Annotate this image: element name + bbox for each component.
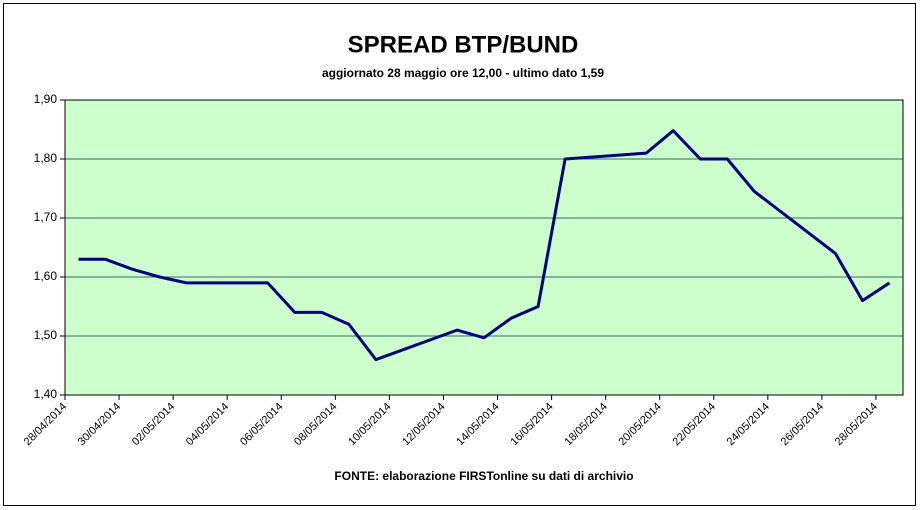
chart-title: SPREAD BTP/BUND: [348, 31, 579, 58]
source-note: FONTE: elaborazione FIRSTonline su dati …: [334, 469, 633, 483]
plot-area: [65, 100, 903, 395]
y-tick-label: 1,50: [34, 328, 58, 342]
y-tick-label: 1,70: [34, 210, 58, 224]
y-tick-label: 1,90: [34, 92, 58, 106]
plot-border: [64, 99, 904, 396]
data-line: [78, 129, 891, 362]
y-tick-label: 1,80: [34, 151, 58, 165]
y-tick-label: 1,40: [34, 387, 58, 401]
y-tick-label: 1,60: [34, 269, 58, 283]
chart-subtitle: aggiornato 28 maggio ore 12,00 - ultimo …: [322, 66, 604, 80]
